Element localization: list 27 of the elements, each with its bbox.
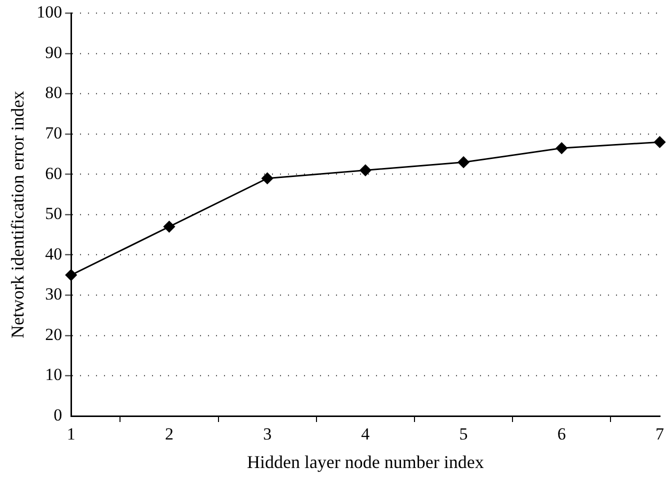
- y-tick-label: 80: [45, 83, 62, 102]
- y-tick-label: 100: [36, 2, 62, 22]
- x-tick-label: 5: [459, 424, 468, 444]
- y-tick-label: 0: [54, 405, 62, 424]
- x-tick-label: 2: [164, 424, 174, 444]
- y-tick-label: 90: [45, 42, 62, 62]
- point: [360, 164, 372, 176]
- x-tick-label: 6: [557, 424, 566, 444]
- y-tick-label: 20: [45, 324, 62, 344]
- y-axis-title: Network identification error index: [8, 90, 28, 338]
- point: [458, 156, 470, 168]
- x-tick-label: 1: [66, 424, 76, 444]
- point: [262, 172, 274, 184]
- point: [163, 220, 175, 232]
- y-tick-label: 10: [45, 365, 62, 384]
- x-tick-label: 4: [361, 424, 370, 444]
- y-tick-label: 30: [45, 284, 62, 304]
- y-tick-label: 70: [45, 124, 62, 143]
- y-tick-label: 50: [45, 204, 62, 224]
- y-tick-label: 60: [45, 164, 62, 183]
- x-tick-label: 3: [263, 424, 272, 444]
- x-axis-title: Hidden layer node number index: [246, 452, 484, 472]
- point: [556, 142, 568, 154]
- y-tick-label: 40: [45, 244, 62, 264]
- point: [65, 269, 77, 281]
- point: [654, 136, 666, 148]
- x-tick-label: 7: [656, 424, 664, 444]
